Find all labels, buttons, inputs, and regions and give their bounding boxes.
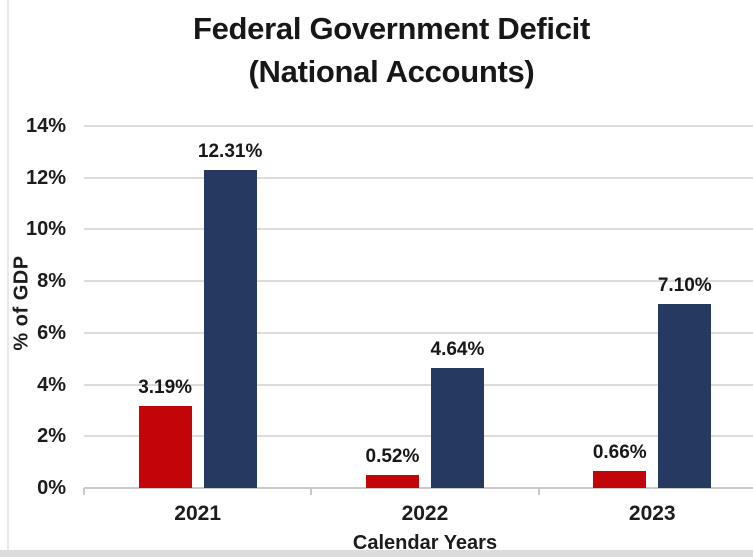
- bar-navy-2021: [203, 169, 257, 488]
- bar-red-2022: [365, 474, 419, 488]
- frame-edge-strip: [0, 550, 753, 557]
- bar-red-2021: [138, 405, 192, 488]
- gridline-8pct: [84, 280, 753, 283]
- gridline-4pct: [84, 383, 753, 386]
- y-tick-label-8pct: 8%: [37, 270, 66, 293]
- y-tick-label-4pct: 4%: [37, 373, 66, 396]
- bar-navy-2023: [658, 304, 712, 488]
- bar-navy-2022: [430, 368, 484, 488]
- y-tick-label-0pct: 0%: [37, 477, 66, 499]
- bar-value-label-navy-2022: 4.64%: [430, 339, 485, 361]
- x-tick-label-2021: 2021: [174, 502, 221, 525]
- x-axis-tick: [537, 488, 540, 495]
- x-axis-title: Calendar Years: [352, 532, 498, 554]
- chart-title: Federal Government Deficit (National Acc…: [30, 7, 753, 93]
- x-axis-tick: [310, 488, 313, 495]
- gridline-14pct: [84, 125, 753, 127]
- y-tick-label-10pct: 10%: [25, 218, 66, 241]
- gridline-10pct: [84, 228, 753, 231]
- bar-value-label-red-2022: 0.52%: [365, 445, 420, 467]
- x-tick-label-2023: 2023: [628, 502, 676, 525]
- y-tick-label-14pct: 14%: [25, 115, 66, 137]
- chart-title-line1: Federal Government Deficit: [192, 11, 591, 46]
- gridline-6pct: [84, 331, 753, 334]
- bar-value-label-red-2021: 3.19%: [138, 376, 193, 398]
- gridline-12pct: [84, 176, 753, 179]
- y-tick-label-6pct: 6%: [37, 321, 66, 344]
- y-tick-label-12pct: 12%: [25, 166, 66, 189]
- bar-value-label-navy-2021: 12.31%: [197, 140, 263, 162]
- x-axis-tick: [83, 488, 85, 495]
- bar-value-label-red-2023: 0.66%: [592, 441, 647, 463]
- chart-title-line2: (National Accounts): [248, 54, 535, 89]
- gridline-2pct: [84, 435, 753, 438]
- bar-value-label-navy-2023: 7.10%: [657, 275, 712, 297]
- y-tick-label-2pct: 2%: [37, 425, 66, 448]
- x-tick-label-2022: 2022: [401, 502, 449, 525]
- bar-red-2023: [593, 470, 647, 488]
- x-axis-line: [84, 487, 753, 489]
- plot-area: 3.19% 0.52% 0.66% 12.31% 4.64% 7.10%: [83, 125, 753, 495]
- frame-edge-line: [7, 0, 9, 550]
